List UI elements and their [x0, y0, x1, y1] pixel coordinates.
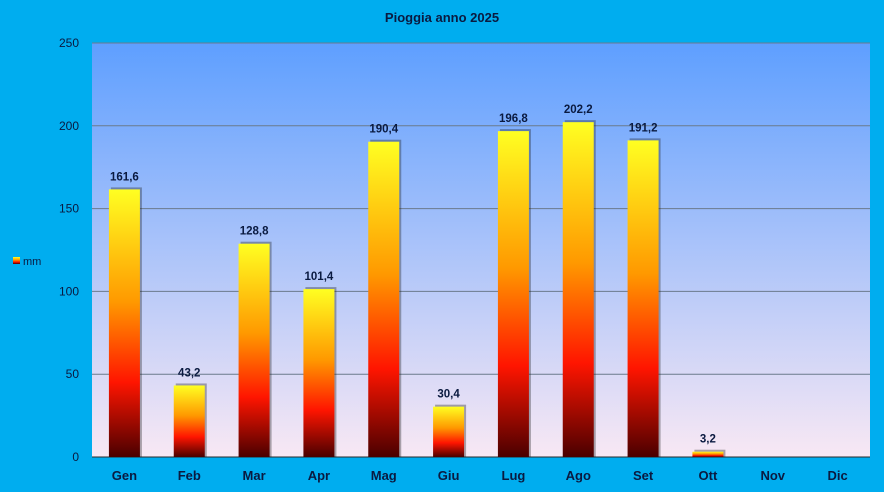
x-tick-label: Giu [438, 468, 460, 483]
y-tick-label: 150 [59, 202, 79, 216]
bar-apr [303, 289, 335, 457]
x-axis-ticks: Gen Feb Mar Apr Mag Giu Lug Ago Set Ott Nov Dic [112, 468, 848, 483]
x-tick-label: Ago [566, 468, 591, 483]
y-tick-label: 200 [59, 119, 79, 133]
x-tick-label: Mar [243, 468, 266, 483]
x-tick-label: Nov [760, 468, 785, 483]
x-tick-label: Dic [827, 468, 847, 483]
x-tick-label: Apr [308, 468, 330, 483]
legend: mm [13, 256, 41, 268]
chart-title: Pioggia anno 2025 [385, 10, 499, 25]
legend-swatch [13, 257, 20, 264]
bar-mag [368, 141, 400, 457]
legend-label: mm [23, 256, 41, 268]
y-tick-label: 0 [72, 450, 79, 464]
bar-lug [497, 131, 529, 458]
data-label: 128,8 [240, 226, 269, 238]
data-label: 43,2 [178, 367, 200, 379]
data-label: 191,2 [629, 122, 658, 134]
x-tick-label: Set [633, 468, 654, 483]
data-label: 196,8 [499, 113, 528, 125]
y-tick-label: 250 [59, 36, 79, 50]
y-tick-label: 50 [66, 367, 80, 381]
x-tick-label: Gen [112, 468, 137, 483]
bar-ott [692, 451, 724, 457]
y-tick-label: 100 [59, 284, 79, 298]
x-tick-label: Mag [371, 468, 397, 483]
gridlines [92, 42, 870, 458]
data-label: 101,4 [305, 271, 334, 283]
x-tick-label: Lug [502, 468, 526, 483]
plot-area [92, 43, 870, 457]
data-label: 202,2 [564, 104, 593, 116]
bars [108, 120, 726, 458]
bar-mar [238, 243, 270, 457]
x-tick-label: Ott [699, 468, 718, 483]
data-label: 161,6 [110, 171, 139, 183]
y-axis-ticks: 0 50 100 150 200 250 [59, 36, 79, 464]
bar-set [627, 140, 659, 457]
data-label: 190,4 [369, 124, 398, 136]
data-label: 30,4 [437, 389, 460, 401]
bar-giu [433, 406, 465, 457]
bar-gen [108, 189, 140, 458]
data-labels: 161,6 43,2 128,8 101,4 190,4 30,4 196,8 202,2 19… [110, 104, 716, 446]
bar-ago [562, 122, 594, 457]
data-label: 3,2 [700, 434, 716, 446]
bar-feb [173, 385, 205, 457]
x-tick-label: Feb [178, 468, 201, 483]
